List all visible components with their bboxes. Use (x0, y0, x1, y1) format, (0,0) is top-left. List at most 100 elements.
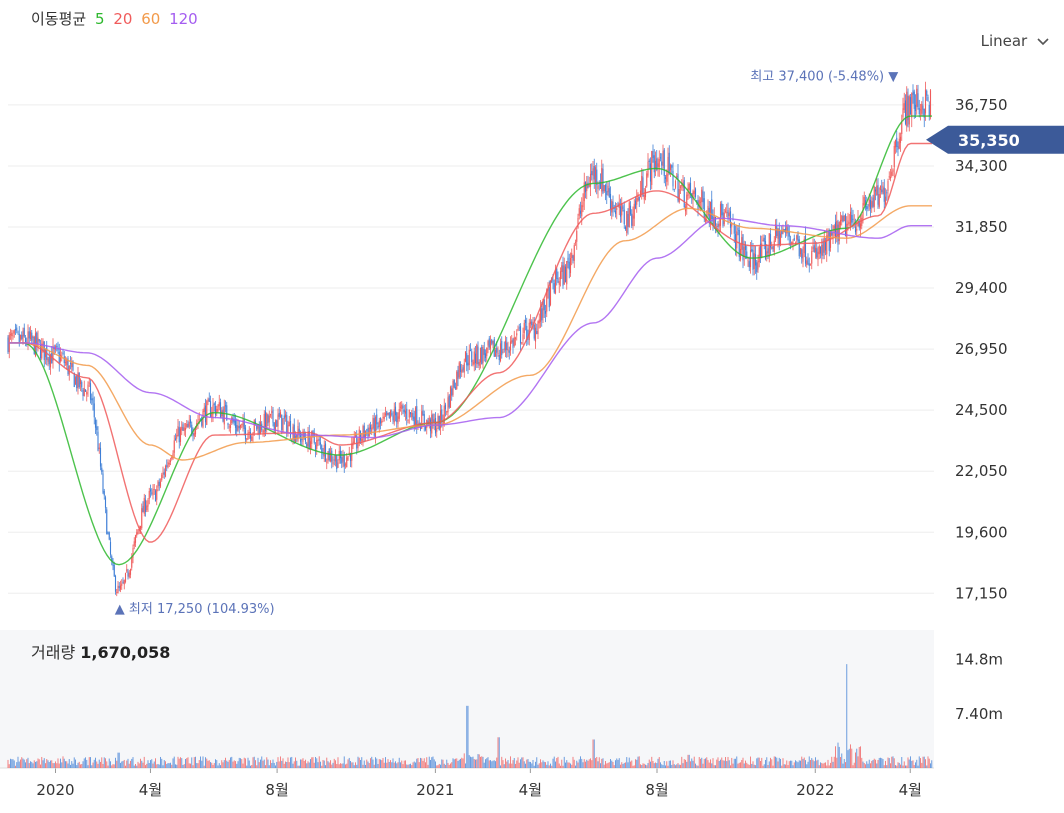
candle-body (657, 163, 659, 167)
scale-selector[interactable]: Linear (981, 32, 1050, 50)
candle-body (664, 177, 667, 180)
candle-body (876, 185, 878, 196)
volume-bar (823, 762, 825, 768)
candle-body (92, 397, 94, 404)
candle-body (489, 340, 492, 349)
volume-bar (581, 758, 583, 768)
volume-bar (622, 763, 624, 768)
candle-body (301, 439, 303, 440)
volume-bar (661, 764, 663, 768)
candle-body (511, 340, 513, 343)
legend-ma-120[interactable]: 120 (169, 10, 198, 28)
candles (7, 81, 932, 597)
volume-bar (743, 763, 745, 768)
volume-bar (888, 758, 890, 768)
candle-body (51, 353, 53, 364)
current-price-tag (926, 125, 1064, 154)
candle-body (266, 413, 268, 430)
volume-bar (545, 762, 546, 768)
candle-body (61, 355, 63, 358)
volume-bar (43, 758, 45, 768)
candle-body (67, 358, 69, 375)
volume-bar (783, 764, 785, 768)
candle-body (818, 246, 820, 255)
volume-bar (195, 756, 196, 768)
candle-body (451, 388, 453, 396)
volume-bar (137, 761, 139, 768)
candle-body (529, 321, 532, 324)
y-tick-label: 24,500 (955, 401, 1008, 419)
volume-bar (817, 759, 819, 768)
volume-bar (395, 761, 396, 768)
volume-bar (356, 764, 358, 768)
candle-body (541, 308, 543, 321)
candle-body (562, 262, 564, 286)
candle-body (373, 418, 375, 436)
volume-bar (906, 765, 908, 768)
volume-bar (853, 762, 855, 768)
candle-body (346, 457, 348, 468)
candle-body (471, 351, 473, 363)
low-annotation: ▲ 최저 17,250 (104.93%) (115, 602, 275, 617)
candle-body (746, 251, 748, 259)
candle-body (128, 572, 130, 578)
candle-body (354, 435, 357, 438)
candle-body (141, 508, 143, 529)
candle-body (431, 414, 433, 434)
volume-bar (558, 763, 560, 768)
candle-body (79, 379, 82, 385)
candle-body (392, 415, 394, 421)
volume-bar (876, 763, 878, 768)
candle-body (539, 308, 542, 322)
candle-body (227, 423, 229, 426)
volume-bar (361, 757, 363, 768)
candle-body (423, 414, 425, 425)
candle-body (669, 164, 672, 170)
candle-body (622, 206, 624, 209)
candle-body (588, 184, 590, 187)
volume-bar (78, 761, 80, 768)
legend-ma-20[interactable]: 20 (113, 10, 133, 28)
volume-bar (378, 759, 380, 768)
volume-bar (72, 763, 74, 768)
volume-bar (892, 756, 894, 768)
legend-ma-60[interactable]: 60 (141, 10, 161, 28)
volume-bar (287, 757, 289, 768)
legend-ma-5[interactable]: 5 (94, 10, 105, 28)
candle-body (823, 237, 825, 253)
candle-body (376, 414, 378, 425)
volume-bar (400, 762, 401, 768)
volume-bar (375, 757, 376, 768)
candle-body (473, 351, 475, 365)
candle-body (112, 561, 114, 566)
candle-body (857, 217, 859, 226)
volume-bar (376, 758, 378, 768)
volume-bar (623, 762, 625, 768)
volume-bar (248, 760, 250, 768)
candle-body (911, 93, 913, 118)
candle-body (74, 377, 77, 385)
volume-bar (782, 758, 784, 768)
volume-bar (850, 744, 851, 768)
volume-bar (241, 759, 243, 768)
volume-bar (297, 765, 299, 768)
candle-body (582, 201, 584, 208)
volume-bar (382, 757, 384, 768)
volume-bar (21, 757, 23, 768)
volume-bar (345, 764, 346, 768)
candle-body (236, 425, 238, 432)
volume-bar (488, 760, 490, 768)
candle-body (469, 349, 472, 351)
candle-body (337, 462, 339, 468)
volume-bar (692, 760, 694, 768)
volume-bar (835, 746, 836, 768)
candle-body (708, 207, 710, 224)
candle-body (461, 369, 463, 373)
candle-body (751, 249, 753, 252)
candle-body (724, 210, 727, 212)
candle-body (807, 258, 809, 264)
candle-body (577, 217, 579, 229)
volume-bar (450, 763, 451, 768)
volume-bar (571, 764, 573, 768)
candle-body (553, 283, 555, 293)
